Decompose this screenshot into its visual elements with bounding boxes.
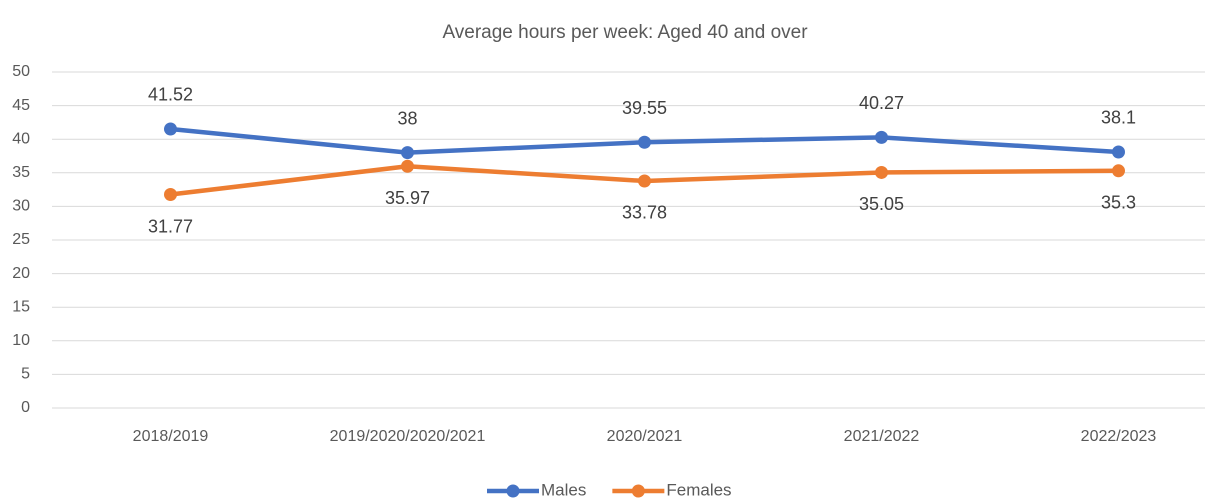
y-tick-label: 20 [12,265,30,282]
chart-title: Average hours per week: Aged 40 and over [442,22,808,43]
data-point [875,130,888,144]
y-tick-label: 10 [12,332,30,349]
data-point [401,159,414,173]
data-label: 31.77 [148,216,193,236]
data-label: 35.3 [1101,193,1136,213]
data-label: 33.78 [622,203,667,223]
data-point [164,122,177,136]
y-tick-label: 5 [21,366,30,383]
x-tick-label: 2018/2019 [133,428,209,445]
legend-label: Males [541,480,586,499]
data-label: 40.27 [859,93,904,113]
data-label: 38 [397,108,417,128]
data-label: 35.97 [385,188,430,208]
y-tick-label: 35 [12,164,30,181]
data-point [638,135,651,149]
data-point [638,174,651,188]
data-label: 38.1 [1101,108,1136,128]
data-label: 35.05 [859,194,904,214]
x-tick-label: 2022/2023 [1081,428,1157,445]
data-point [875,165,888,179]
y-tick-label: 30 [12,198,30,215]
data-label: 41.52 [148,85,193,105]
legend-label: Females [666,480,731,499]
legend-marker [506,484,520,498]
y-tick-label: 45 [12,97,30,114]
data-point [164,188,177,202]
legend-marker [631,484,645,498]
y-tick-label: 0 [21,399,30,416]
y-tick-label: 40 [12,130,30,147]
data-label: 39.55 [622,98,667,118]
y-tick-label: 15 [12,298,30,315]
x-tick-label: 2021/2022 [844,428,920,445]
data-point [1112,145,1125,159]
data-point [1112,164,1125,178]
x-tick-label: 2019/2020/2020/2021 [330,428,486,445]
y-tick-label: 50 [12,63,30,80]
y-tick-label: 25 [12,231,30,248]
data-point [401,146,414,160]
x-tick-label: 2020/2021 [607,428,683,445]
